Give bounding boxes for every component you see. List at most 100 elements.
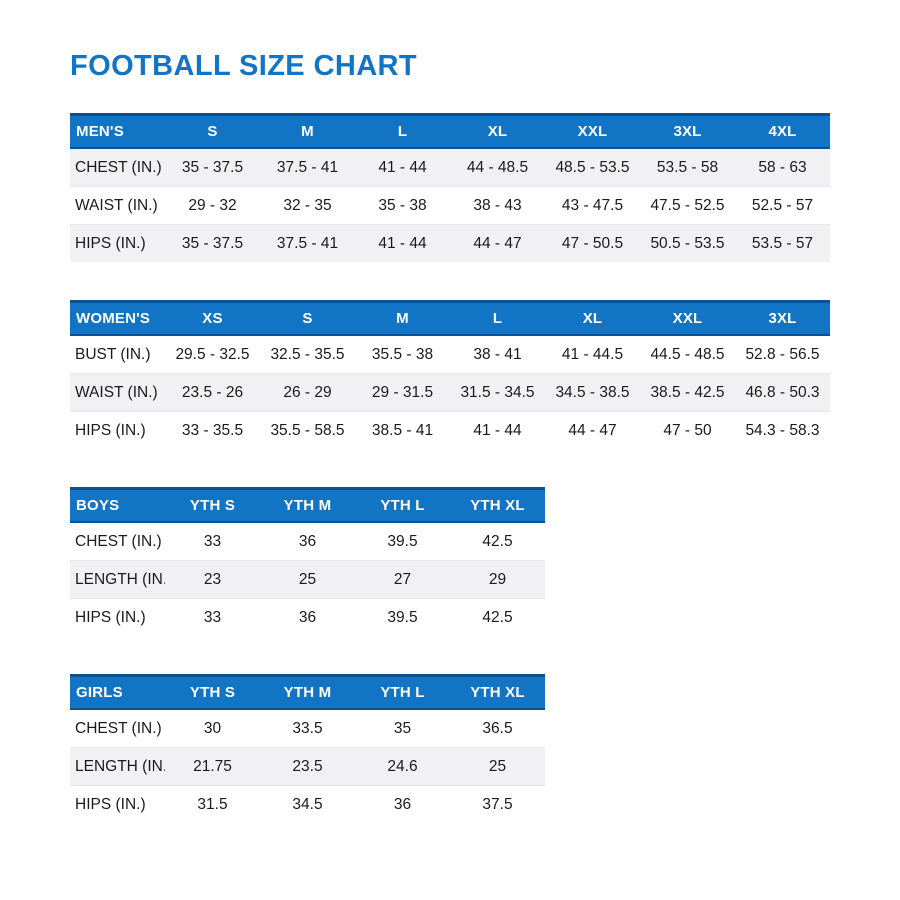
size-value: 48.5 - 53.5 xyxy=(545,148,640,187)
size-value: 35.5 - 58.5 xyxy=(270,421,345,439)
table-row: LENGTH (IN.) 23 25 27 29 xyxy=(70,560,545,599)
table-row: HIPS (IN.) 31.5 34.5 36 37.5 xyxy=(70,785,545,824)
row-label: HIPS (IN.) xyxy=(75,795,146,813)
page-title: FOOTBALL SIZE CHART xyxy=(70,50,417,82)
size-value: 23.5 xyxy=(260,747,355,786)
size-value: 36 xyxy=(393,795,412,813)
size-table-mens: MEN'S S M L XL XXL 3XL 4XL CHEST (IN.) 35 - 37.5 3… xyxy=(70,113,830,262)
size-value: 29 - 31.5 xyxy=(355,373,450,412)
size-tables: MEN'S S M L XL XXL 3XL 4XL CHEST (IN.) 35 - 37.5 3… xyxy=(70,113,830,823)
size-value: 27 xyxy=(355,560,450,599)
row-label: HIPS (IN.) xyxy=(75,608,146,626)
size-value: 34.5 - 38.5 xyxy=(545,373,640,412)
size-value: 38.5 - 42.5 xyxy=(640,373,735,412)
size-value: 36 xyxy=(298,608,317,626)
size-value: 23.5 - 26 xyxy=(165,373,260,412)
column-header: YTH S xyxy=(165,488,260,522)
size-value: 35.5 - 38 xyxy=(371,345,434,363)
size-value: 29 - 32 xyxy=(188,196,237,214)
column-header: M xyxy=(260,114,355,148)
size-value: 54.3 - 58.3 xyxy=(745,421,820,439)
row-label: CHEST (IN.) xyxy=(70,148,165,187)
size-value: 50.5 - 53.5 xyxy=(640,224,735,262)
size-value: 33 xyxy=(203,532,222,550)
size-value: 47.5 - 52.5 xyxy=(650,196,725,214)
size-value: 34.5 xyxy=(292,795,323,813)
size-table-girls: GIRLS YTH S YTH M YTH L YTH XL CHEST (IN.) 30 3… xyxy=(70,674,545,823)
size-value: 29.5 - 32.5 xyxy=(175,345,250,363)
table-row: LENGTH (IN.) 21.75 23.5 24.6 25 xyxy=(70,747,545,786)
row-label: LENGTH (IN.) xyxy=(70,560,165,599)
size-value: 36 xyxy=(298,532,317,550)
table-row: HIPS (IN.) 33 - 35.5 35.5 - 58.5 38.5 - 41 4… xyxy=(70,411,830,450)
size-value: 47 - 50.5 xyxy=(545,224,640,262)
size-value: 43 - 47.5 xyxy=(561,196,624,214)
size-value: 58 - 63 xyxy=(735,148,830,187)
size-value: 44.5 - 48.5 xyxy=(650,345,725,363)
row-label: LENGTH (IN.) xyxy=(70,747,165,786)
size-value: 39.5 xyxy=(387,532,418,550)
table-title: WOMEN'S xyxy=(70,301,165,335)
table-row: HIPS (IN.) 35 - 37.5 37.5 - 41 41 - 44 44 - … xyxy=(70,224,830,262)
size-table-womens: WOMEN'S XS S M L XL XXL 3XL BUST (IN.) 29.5 - 32.… xyxy=(70,300,830,449)
size-value: 35 - 37.5 xyxy=(165,148,260,187)
column-header: XL xyxy=(545,301,640,335)
size-value: 31.5 xyxy=(197,795,228,813)
column-header: YTH M xyxy=(260,675,355,709)
size-value: 44 - 47 xyxy=(450,224,545,262)
size-value: 52.5 - 57 xyxy=(751,196,814,214)
size-value: 35 xyxy=(393,719,412,737)
size-value: 37.5 - 41 xyxy=(260,148,355,187)
size-value: 23 xyxy=(165,560,260,599)
column-header: L xyxy=(355,114,450,148)
column-header: YTH XL xyxy=(450,488,545,522)
size-value: 33 - 35.5 xyxy=(181,421,244,439)
size-value: 25 xyxy=(260,560,355,599)
size-value: 53.5 - 57 xyxy=(735,224,830,262)
size-value: 33 xyxy=(203,608,222,626)
size-value: 41 - 44.5 xyxy=(561,345,624,363)
size-value: 44 - 48.5 xyxy=(450,148,545,187)
column-header: 3XL xyxy=(640,114,735,148)
size-value: 35 - 37.5 xyxy=(165,224,260,262)
table-row: CHEST (IN.) 30 33.5 35 36.5 xyxy=(70,709,545,748)
size-value: 25 xyxy=(450,747,545,786)
size-value: 37.5 - 41 xyxy=(260,224,355,262)
row-label: CHEST (IN.) xyxy=(75,719,162,737)
table-row: WAIST (IN.) 29 - 32 32 - 35 35 - 38 38 - 43 4… xyxy=(70,186,830,225)
row-label: HIPS (IN.) xyxy=(70,224,165,262)
table-title: MEN'S xyxy=(70,114,165,148)
size-value: 41 - 44 xyxy=(355,224,450,262)
size-value: 26 - 29 xyxy=(260,373,355,412)
size-value: 32.5 - 35.5 xyxy=(270,345,345,363)
row-label: BUST (IN.) xyxy=(75,345,151,363)
column-header: YTH XL xyxy=(450,675,545,709)
column-header: XXL xyxy=(545,114,640,148)
row-label: CHEST (IN.) xyxy=(75,532,162,550)
size-value: 38.5 - 41 xyxy=(371,421,434,439)
table-row: WAIST (IN.) 23.5 - 26 26 - 29 29 - 31.5 31.5… xyxy=(70,373,830,412)
column-header: XS xyxy=(165,301,260,335)
column-header: YTH S xyxy=(165,675,260,709)
column-header: XXL xyxy=(640,301,735,335)
table-row: HIPS (IN.) 33 36 39.5 42.5 xyxy=(70,598,545,637)
table-title: BOYS xyxy=(70,488,165,522)
size-value: 47 - 50 xyxy=(663,421,712,439)
size-value: 38 - 41 xyxy=(473,345,522,363)
size-table-boys: BOYS YTH S YTH M YTH L YTH XL CHEST (IN.) 33 36… xyxy=(70,487,545,636)
size-value: 36.5 xyxy=(482,719,513,737)
column-header: L xyxy=(450,301,545,335)
table-title: GIRLS xyxy=(70,675,165,709)
size-value: 35 - 38 xyxy=(378,196,427,214)
size-value: 46.8 - 50.3 xyxy=(735,373,830,412)
column-header: YTH L xyxy=(355,675,450,709)
size-value: 53.5 - 58 xyxy=(640,148,735,187)
size-value: 41 - 44 xyxy=(355,148,450,187)
size-value: 29 xyxy=(450,560,545,599)
row-label: WAIST (IN.) xyxy=(75,196,158,214)
column-header: S xyxy=(260,301,355,335)
row-label: HIPS (IN.) xyxy=(75,421,146,439)
size-value: 42.5 xyxy=(482,532,513,550)
size-value: 24.6 xyxy=(355,747,450,786)
table-row: BUST (IN.) 29.5 - 32.5 32.5 - 35.5 35.5 - 3… xyxy=(70,335,830,374)
